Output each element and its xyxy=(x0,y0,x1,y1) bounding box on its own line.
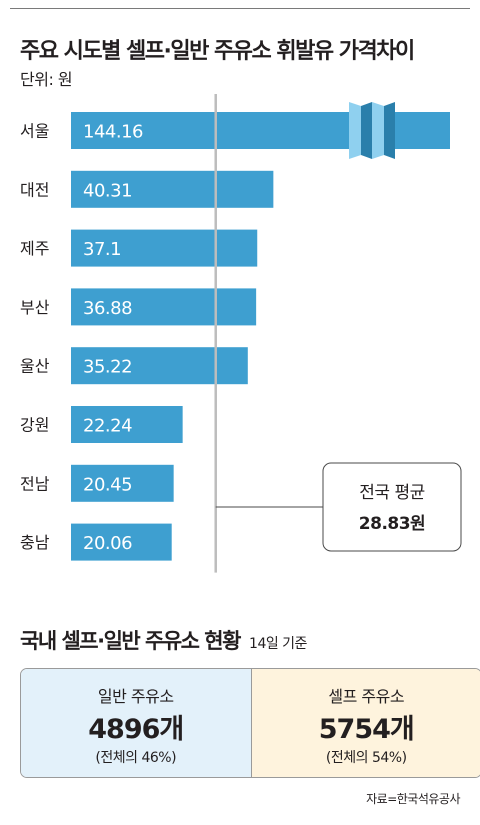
bar-6 xyxy=(71,406,183,443)
stations-subtitle: 14일 기준 xyxy=(249,636,307,652)
bar-value-label-6: 22.24 xyxy=(83,416,132,437)
bar-value-label-8: 20.06 xyxy=(83,533,132,554)
self-stations-label: 셀프 주유소 xyxy=(328,687,405,706)
axis-break-fold-3 xyxy=(372,102,384,159)
axis-break-fold-2 xyxy=(361,102,372,159)
self-stations-count: 5754개 xyxy=(318,714,415,745)
source-note: 자료=한국석유공사 xyxy=(366,792,460,806)
bar-4 xyxy=(71,288,257,326)
general-stations-share: (전체의 46%) xyxy=(95,750,177,766)
category-label-6: 강원 xyxy=(20,416,49,435)
bar-5 xyxy=(71,347,248,385)
category-label-7: 전남 xyxy=(20,474,50,493)
category-label-3: 제주 xyxy=(20,239,49,258)
chart-title: 주요 시도별 셀프·일반 주유소 휘발유 가격차이 xyxy=(20,39,415,64)
average-value: 28.83원 xyxy=(359,514,425,534)
stations-title: 국내 셀프·일반 주유소 현황 xyxy=(20,629,241,653)
average-line xyxy=(214,94,217,573)
general-stations-count: 4896개 xyxy=(88,714,184,745)
general-stations-card: 일반 주유소 4896개 (전체의 46%) xyxy=(21,669,252,777)
top-rule xyxy=(10,8,470,9)
unit-label: 단위: 원 xyxy=(20,70,73,89)
bar-value-label-1: 144.16 xyxy=(83,122,143,143)
bar-3 xyxy=(71,229,258,267)
self-stations-card: 셀프 주유소 5754개 (전체의 54%) xyxy=(251,669,480,777)
bar-value-label-4: 36.88 xyxy=(83,298,132,319)
bar-value-label-5: 35.22 xyxy=(83,357,132,378)
category-label-5: 울산 xyxy=(20,357,50,376)
general-stations-label: 일반 주유소 xyxy=(97,687,174,706)
average-label: 전국 평균 xyxy=(359,483,424,503)
axis-break-fold-1 xyxy=(349,102,361,159)
stations-panel: 일반 주유소 4896개 (전체의 46%) 셀프 주유소 5754개 (전체의… xyxy=(20,668,480,778)
bar-value-label-3: 37.1 xyxy=(83,239,121,260)
category-label-2: 대전 xyxy=(20,180,49,199)
bar-value-label-7: 20.45 xyxy=(83,474,132,495)
category-label-1: 서울 xyxy=(20,122,49,141)
stations-heading: 국내 셀프·일반 주유소 현황 14일 기준 xyxy=(20,625,307,655)
average-callout xyxy=(322,462,462,552)
bar-7 xyxy=(71,464,174,502)
category-label-4: 부산 xyxy=(20,298,50,317)
axis-break-fold-4 xyxy=(384,102,395,159)
self-stations-share: (전체의 54%) xyxy=(325,750,407,766)
bar-chart: 144.16 서울 40.31 대전 37.1 제주 36.88 부산 35.22 울산 22.24… xyxy=(20,94,462,573)
bar-value-label-2: 40.31 xyxy=(83,180,132,201)
bar-2 xyxy=(71,170,274,208)
category-label-8: 충남 xyxy=(20,533,50,552)
bar-8 xyxy=(71,523,172,561)
